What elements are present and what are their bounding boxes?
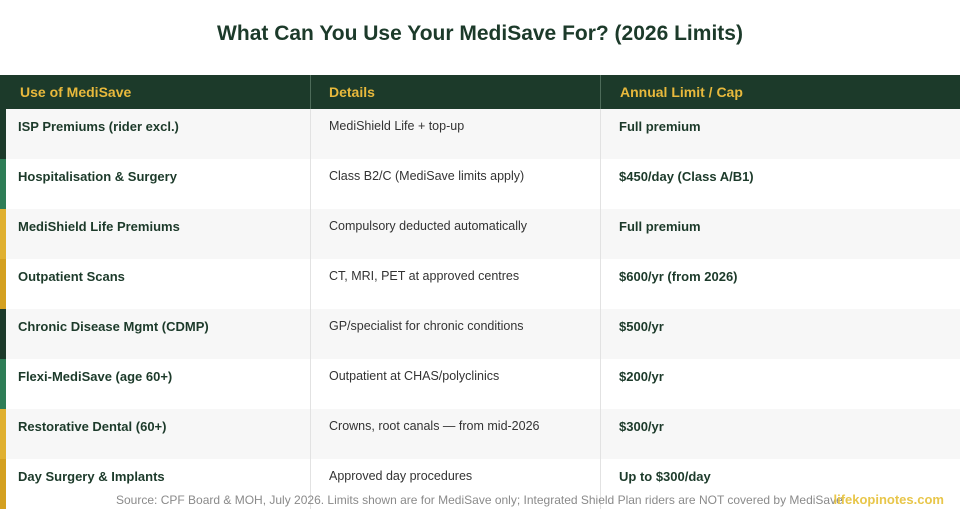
brand-watermark: lifekopinotes.com xyxy=(833,492,944,507)
table-row: Restorative Dental (60+) Crowns, root ca… xyxy=(0,409,960,459)
header-use: Use of MediSave xyxy=(20,84,132,100)
table-header: Use of MediSave Details Annual Limit / C… xyxy=(0,75,960,109)
row-accent-bar xyxy=(0,109,6,159)
cell-details: CT, MRI, PET at approved centres xyxy=(310,259,600,309)
page-title: What Can You Use Your MediSave For? (202… xyxy=(217,22,743,45)
cell-limit: $600/yr (from 2026) xyxy=(600,259,960,309)
cell-details: Outpatient at CHAS/polyclinics xyxy=(310,359,600,409)
row-accent-bar xyxy=(0,359,6,409)
cell-details: Compulsory deducted automatically xyxy=(310,209,600,259)
row-accent-bar xyxy=(0,409,6,459)
row-accent-bar xyxy=(0,309,6,359)
medisave-table: Use of MediSave Details Annual Limit / C… xyxy=(0,75,960,509)
cell-limit: Full premium xyxy=(600,209,960,259)
cell-use: MediShield Life Premiums xyxy=(18,219,180,234)
table-row: Day Surgery & Implants Approved day proc… xyxy=(0,459,960,509)
source-note: Source: CPF Board & MOH, July 2026. Limi… xyxy=(116,493,843,507)
row-accent-bar xyxy=(0,209,6,259)
cell-use: Day Surgery & Implants xyxy=(18,469,165,484)
cell-use: Restorative Dental (60+) xyxy=(18,419,167,434)
table-row: Flexi-MediSave (age 60+) Outpatient at C… xyxy=(0,359,960,409)
cell-use: Chronic Disease Mgmt (CDMP) xyxy=(18,319,209,334)
header-details: Details xyxy=(310,75,600,109)
row-accent-bar xyxy=(0,259,6,309)
cell-limit: $300/yr xyxy=(600,409,960,459)
row-accent-bar xyxy=(0,159,6,209)
cell-limit: Up to $300/day xyxy=(600,459,960,509)
cell-details: GP/specialist for chronic conditions xyxy=(310,309,600,359)
cell-limit: $500/yr xyxy=(600,309,960,359)
row-accent-bar xyxy=(0,459,6,509)
cell-details: Class B2/C (MediSave limits apply) xyxy=(310,159,600,209)
table-row: Chronic Disease Mgmt (CDMP) GP/specialis… xyxy=(0,309,960,359)
cell-details: MediShield Life + top-up xyxy=(310,109,600,159)
cell-use: Hospitalisation & Surgery xyxy=(18,169,177,184)
cell-use: ISP Premiums (rider excl.) xyxy=(18,119,179,134)
cell-limit: Full premium xyxy=(600,109,960,159)
table-row: Hospitalisation & Surgery Class B2/C (Me… xyxy=(0,159,960,209)
cell-details: Crowns, root canals — from mid-2026 xyxy=(310,409,600,459)
cell-use: Flexi-MediSave (age 60+) xyxy=(18,369,173,384)
header-limit: Annual Limit / Cap xyxy=(600,75,960,109)
cell-limit: $450/day (Class A/B1) xyxy=(600,159,960,209)
cell-limit: $200/yr xyxy=(600,359,960,409)
cell-details: Approved day procedures xyxy=(310,459,600,509)
cell-use: Outpatient Scans xyxy=(18,269,125,284)
table-row: Outpatient Scans CT, MRI, PET at approve… xyxy=(0,259,960,309)
table-row: MediShield Life Premiums Compulsory dedu… xyxy=(0,209,960,259)
table-row: ISP Premiums (rider excl.) MediShield Li… xyxy=(0,109,960,159)
